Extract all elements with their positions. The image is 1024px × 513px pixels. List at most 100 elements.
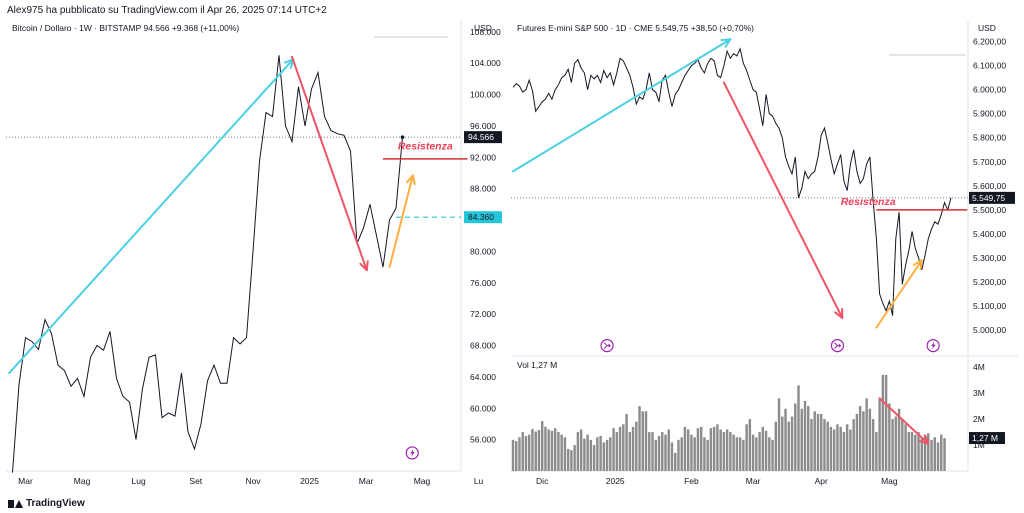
trend-arrow-head [834,307,844,319]
x-tick-label: Lug [132,476,146,486]
volume-bar [940,434,943,471]
price-series-line [12,55,403,473]
volume-bar [732,434,735,471]
price-tag-text: 84.360 [468,212,494,222]
x-tick-label: Set [189,476,202,486]
volume-bar [832,429,836,471]
chart-title: Futures E-mini S&P 500 · 1D · CME 5.549,… [517,23,754,33]
resistance-label: Resistenza [841,196,896,208]
y-tick-label: 5.600,00 [973,181,1006,191]
volume-bar [553,428,557,471]
volume-bar [813,411,816,471]
x-tick-label: 2025 [300,476,319,486]
volume-bar [625,413,628,471]
volume-bar [651,432,654,471]
y-tick-label: 104.000 [470,58,501,68]
volume-bar [927,433,930,471]
y-tick-label: 80.000 [470,246,496,256]
volume-bar [719,429,722,471]
split-icon-glyph [603,342,611,349]
volume-bar [661,432,664,471]
volume-bar [923,434,927,471]
volume-bar [920,437,924,471]
volume-bar [680,437,683,471]
volume-bar [511,439,515,471]
tradingview-logo-icon [8,499,23,509]
trend-arrow-head [406,174,416,186]
volume-bar [550,430,554,471]
volume-bar [894,416,898,471]
y-tick-label: 5.400,00 [973,229,1006,239]
volume-tag-bg [969,432,1005,445]
volume-bar [699,426,703,471]
volume-bar [781,416,784,471]
volume-bar [729,432,732,471]
y-tick-label: 5.500,00 [973,205,1006,215]
x-tick-label: Feb [684,476,699,486]
volume-bar [862,411,865,471]
y-tick-label: 5.700,00 [973,157,1006,167]
volume-bar [638,406,641,471]
volume-bar [764,430,768,471]
volume-bar [917,432,920,471]
volume-bar [531,428,534,471]
volume-bar [583,438,586,471]
volume-bar [881,374,885,471]
volume-title: Vol 1,27 M [517,360,557,370]
currency-label: USD [978,23,996,33]
volume-bar [842,432,846,471]
volume-bar [907,432,911,471]
volume-bar [644,411,648,471]
volume-bar [865,398,868,471]
bitcoin-chart-svg[interactable]: Bitcoin / Dollaro · 1W · BITSTAMP 94.566… [6,18,504,490]
chart-bitcoin[interactable]: Bitcoin / Dollaro · 1W · BITSTAMP 94.566… [6,18,504,490]
trend-arrow [512,38,732,173]
lightning-icon-glyph [410,448,415,457]
chart-sp500[interactable]: Futures E-mini S&P 500 · 1D · CME 5.549,… [511,18,1018,490]
y-tick-label: 92.000 [470,152,496,162]
volume-bar [901,419,904,471]
y-tick-label: 68.000 [470,341,496,351]
sp500-chart-svg[interactable]: Futures E-mini S&P 500 · 1D · CME 5.549,… [511,18,1018,490]
volume-bar [557,432,560,471]
y-tick-label: 64.000 [470,372,496,382]
x-tick-label: Nov [245,476,261,486]
volume-bar [537,429,541,471]
volume-bar [897,408,901,471]
volume-bar [807,406,810,471]
volume-tick-label: 1M [973,440,985,450]
volume-bar [657,435,661,471]
volume-bar [810,419,813,471]
volume-tick-label: 4M [973,362,985,372]
volume-bar [823,419,826,471]
split-icon-glyph [834,342,842,349]
y-tick-label: 5.300,00 [973,253,1006,263]
volume-bar [738,437,742,471]
tradingview-brand: TradingView [8,498,85,509]
y-tick-label: 88.000 [470,184,496,194]
volume-trend-arrow [878,397,930,445]
volume-bar [800,408,803,471]
y-tick-label: 5.800,00 [973,133,1006,143]
volume-bar [609,437,612,471]
x-tick-label: Mar [18,476,33,486]
volume-bar [845,424,849,471]
volume-bar [725,429,729,471]
volume-trend-arrow-head [918,434,930,445]
volume-bar [579,429,583,471]
x-tick-label: 2025 [606,476,625,486]
volume-bar [745,424,748,471]
trend-arrow [388,174,414,269]
volume-bar [605,439,609,471]
volume-bar [534,431,537,471]
volume-bar [829,426,833,471]
y-tick-label: 5.900,00 [973,109,1006,119]
volume-bar [670,442,674,471]
volume-bar [751,434,755,471]
x-tick-label: Dic [536,476,549,486]
volume-bar [628,432,632,471]
y-tick-label: 56.000 [470,435,496,445]
volume-bar [820,413,823,471]
volume-bar [524,435,528,471]
volume-bar [706,439,709,471]
